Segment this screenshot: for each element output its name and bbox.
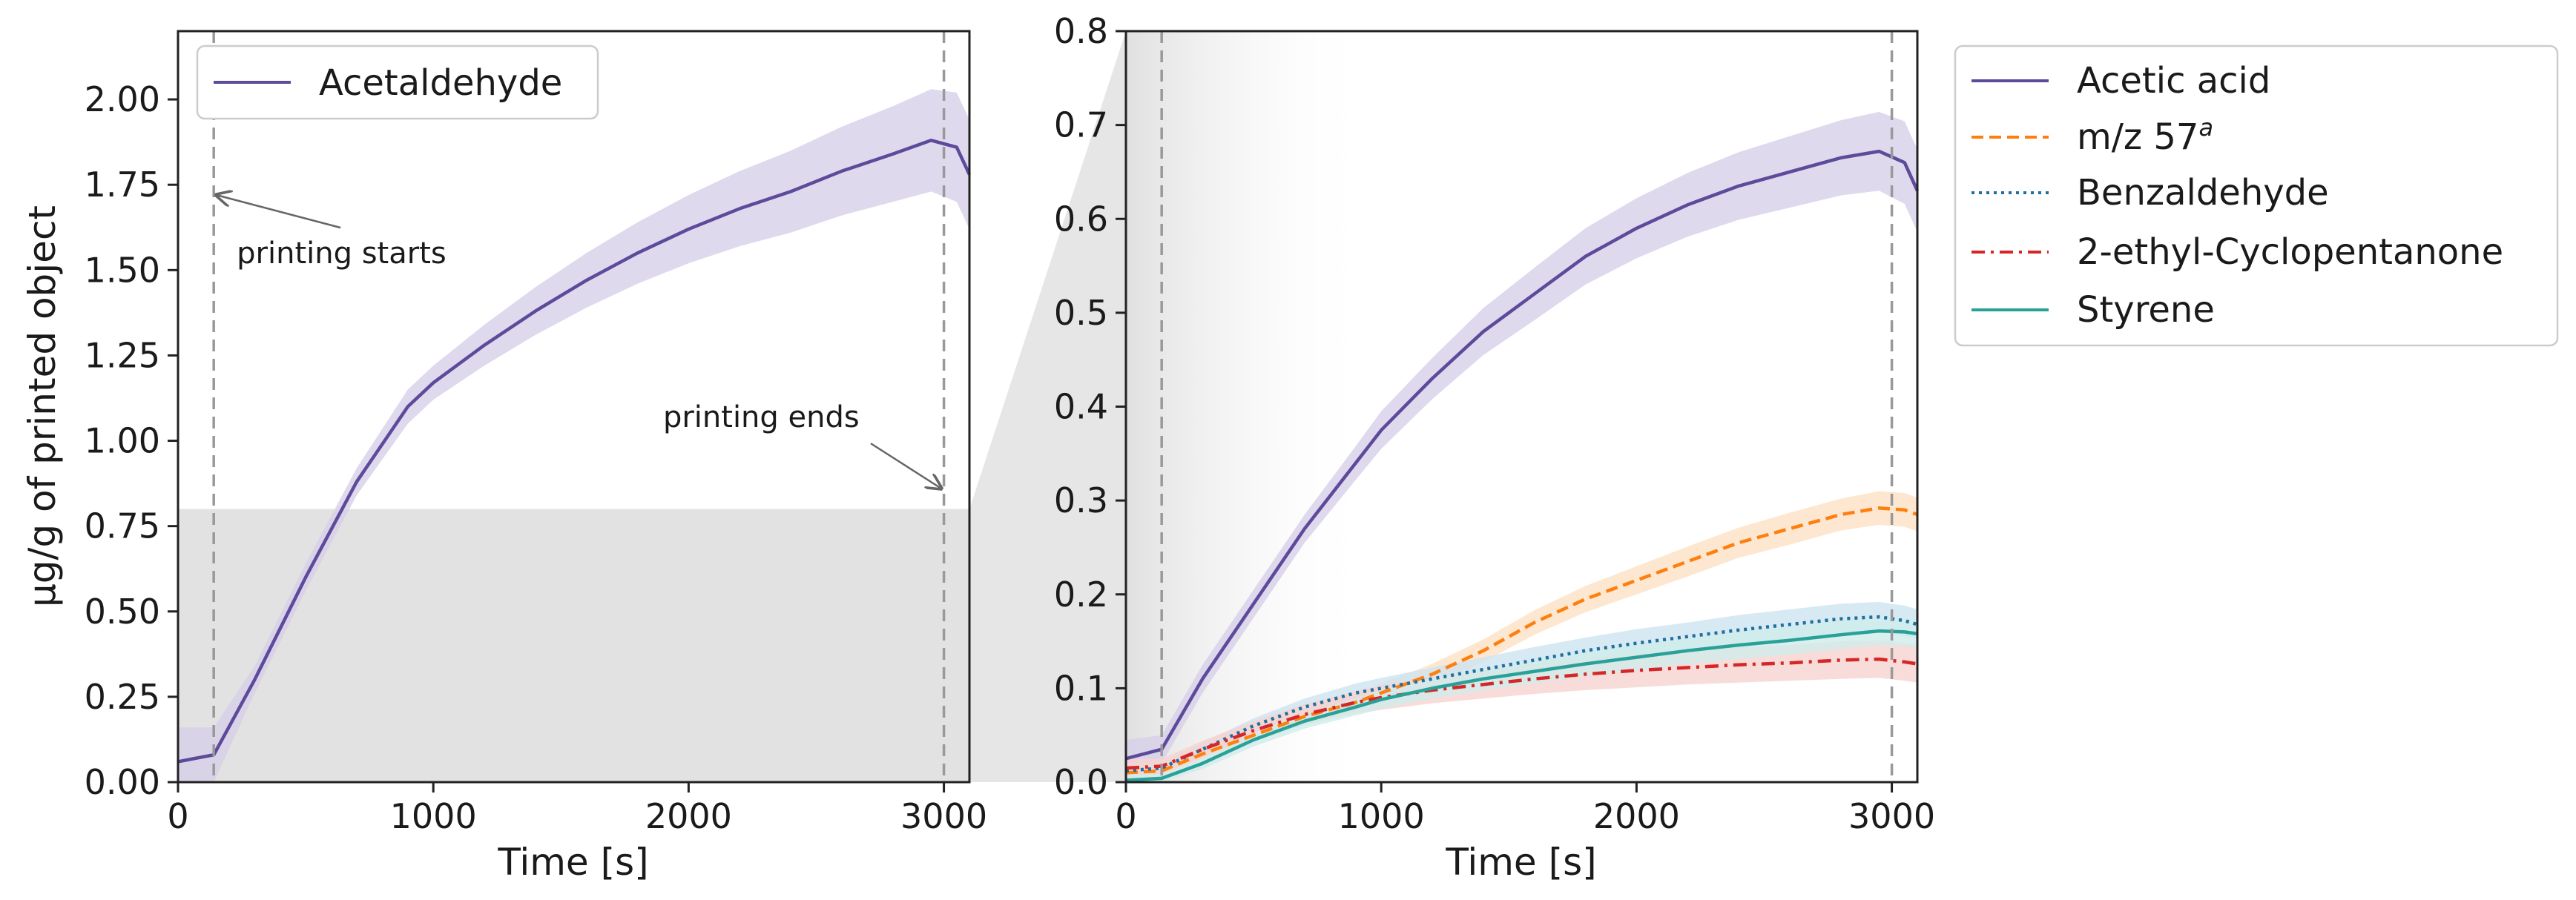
y-tick-label: 0.0 bbox=[1054, 762, 1108, 802]
left-legend-box bbox=[196, 44, 599, 120]
y-tick-label: 1.50 bbox=[85, 250, 160, 290]
x-tick-label: 0 bbox=[167, 796, 188, 836]
right-x-axis-label: Time [s] bbox=[1445, 841, 1596, 884]
y-tick-label: 1.00 bbox=[85, 421, 160, 461]
left-error-bands bbox=[178, 89, 969, 783]
zoom-gradient-shading bbox=[1126, 31, 1371, 782]
y-tick-label: 0.7 bbox=[1054, 105, 1108, 145]
y-tick-label: 1.25 bbox=[85, 335, 160, 375]
legend-label-benzaldehyde: Benzaldehyde bbox=[2077, 172, 2329, 214]
left-x-ticks: 0 1000 2000 3000 bbox=[167, 782, 987, 836]
legend-label-acetaldehyde: Acetaldehyde bbox=[319, 62, 562, 104]
y-tick-label: 1.75 bbox=[85, 165, 160, 205]
x-tick-label: 1000 bbox=[390, 796, 477, 836]
left-chart-panel: printing starts printing ends 0 1000 2000 3… bbox=[21, 30, 987, 884]
x-tick-label: 2000 bbox=[1593, 796, 1680, 836]
right-y-ticks: 0.0 0.1 0.2 0.3 0.4 0.5 0.6 0.7 0.8 bbox=[1054, 11, 1126, 802]
acetaldehyde-line bbox=[177, 139, 972, 764]
printing-ends-arrow bbox=[870, 443, 941, 489]
2-ethyl-cyclopentanone-line bbox=[1125, 657, 1918, 770]
right-series-lines bbox=[1125, 149, 1920, 782]
y-tick-label: 0.25 bbox=[85, 677, 160, 717]
y-axis-label: µg/g of printed object bbox=[21, 205, 64, 607]
y-tick-label: 0.4 bbox=[1054, 387, 1108, 427]
2-ethyl-cyclopentanone-error-band bbox=[1126, 640, 1917, 778]
y-tick-label: 0.75 bbox=[85, 506, 160, 546]
printing-ends-annotation: printing ends bbox=[663, 400, 860, 434]
x-tick-label: 3000 bbox=[1848, 796, 1935, 836]
legend-label-acetic-acid: Acetic acid bbox=[2077, 60, 2270, 102]
legend-label-mz57-main: m/z 57 bbox=[2077, 116, 2198, 158]
legend-label-2-ethyl-cyclopentanone: 2-ethyl-Cyclopentanone bbox=[2077, 231, 2503, 273]
acetic-acid-error-band bbox=[1126, 111, 1917, 778]
annotations: printing starts printing ends bbox=[217, 195, 942, 489]
y-tick-label: 2.00 bbox=[85, 79, 160, 119]
legend-label-mz57-superscript: a bbox=[2198, 113, 2213, 142]
x-tick-label: 3000 bbox=[900, 796, 987, 836]
y-tick-label: 0.3 bbox=[1054, 480, 1108, 520]
zoom-region-shading bbox=[178, 509, 969, 782]
acetaldehyde-error-band bbox=[178, 89, 969, 783]
right-x-ticks: 0 1000 2000 3000 bbox=[1115, 782, 1935, 836]
printing-starts-arrow bbox=[217, 195, 341, 229]
styrene-line bbox=[1125, 629, 1918, 782]
left-legend: Acetaldehyde bbox=[196, 44, 599, 120]
y-tick-label: 0.5 bbox=[1054, 293, 1108, 333]
x-tick-label: 2000 bbox=[645, 796, 732, 836]
y-tick-label: 0.6 bbox=[1054, 199, 1108, 239]
right-chart-panel: 0 1000 2000 3000 0.00.10.20.30.40.50.60.70.… bbox=[1054, 11, 1935, 884]
benzaldehyde-line bbox=[1125, 615, 1918, 773]
y-tick-label: 0.50 bbox=[85, 592, 160, 632]
y-tick-label: 0.8 bbox=[1054, 11, 1108, 51]
right-vertical-markers bbox=[1160, 31, 1894, 782]
left-x-axis-label: Time [s] bbox=[497, 841, 648, 884]
left-vertical-markers bbox=[212, 31, 946, 782]
printing-starts-annotation: printing starts bbox=[237, 236, 447, 271]
left-series-lines bbox=[177, 139, 972, 764]
left-y-ticks: 0.00 0.25 0.50 0.75 1.00 1.25 1.50 1.75 2.00 bbox=[85, 79, 178, 802]
y-tick-label: 0.00 bbox=[85, 762, 160, 802]
y-tick-label: 0.1 bbox=[1054, 668, 1108, 708]
right-legend: Acetic acid m/z 57a Benzaldehyde 2-ethyl… bbox=[1954, 44, 2559, 347]
x-tick-label: 0 bbox=[1115, 796, 1136, 836]
zoom-connector bbox=[969, 31, 1126, 782]
styrene-error-band bbox=[1126, 617, 1917, 782]
acetic-acid-line bbox=[1125, 149, 1920, 761]
right-legend-box bbox=[1954, 44, 2559, 347]
y-tick-label: 0.2 bbox=[1054, 575, 1108, 615]
m-z-57-line bbox=[1125, 506, 1918, 775]
left-plot-frame bbox=[177, 30, 971, 784]
legend-label-styrene: Styrene bbox=[2077, 289, 2215, 331]
legend-label-mz57: m/z 57a bbox=[2077, 113, 2213, 158]
x-tick-label: 1000 bbox=[1338, 796, 1425, 836]
